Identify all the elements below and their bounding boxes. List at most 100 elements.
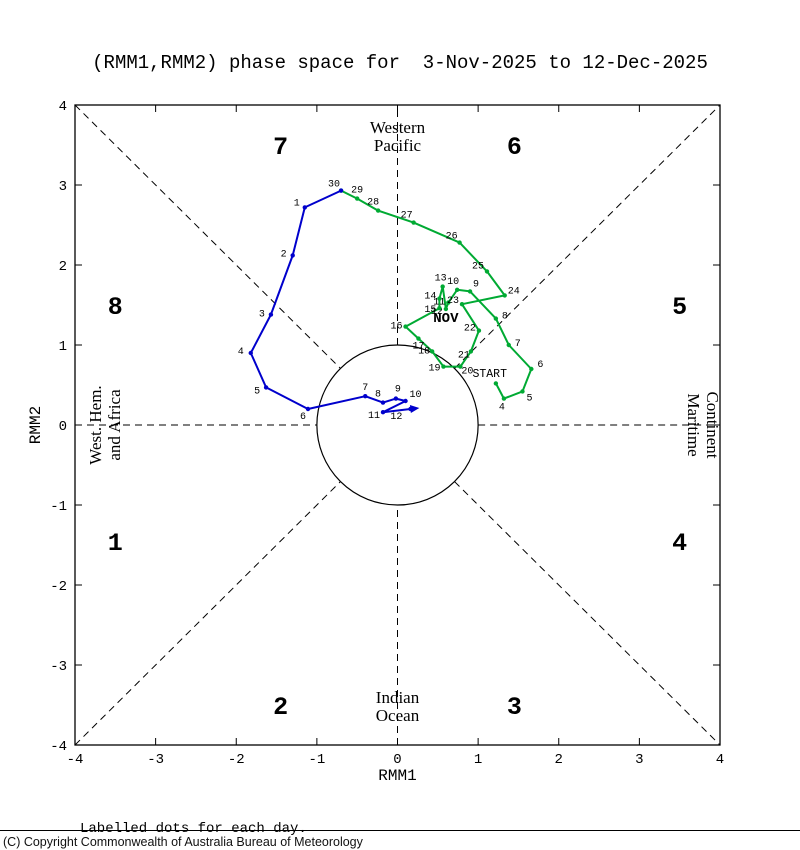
region-west-hem-africa-line2: and Africa — [105, 389, 124, 461]
day-dot — [457, 240, 462, 245]
trajectory-nov — [340, 189, 533, 400]
region-maritime-continent-line2: Continent — [703, 391, 722, 458]
y-tick-label: -2 — [50, 579, 67, 595]
day-dot — [302, 205, 307, 210]
region-indian-ocean: Indian — [376, 688, 420, 707]
day-dot — [502, 293, 507, 298]
day-label: 25 — [472, 261, 484, 272]
day-dot — [446, 300, 451, 305]
day-label: 6 — [300, 412, 306, 423]
phase-label-8: 8 — [108, 293, 123, 322]
day-dot — [441, 364, 446, 369]
region-indian-ocean-line2: Ocean — [376, 706, 420, 725]
y-tick-label: -4 — [50, 739, 67, 755]
phase-label-5: 5 — [672, 293, 687, 322]
copyright-notice: (C) Copyright Commonwealth of Australia … — [0, 830, 800, 850]
footer-notes: Labelled dots for each day. Blue line is… — [80, 779, 626, 850]
day-dot — [437, 306, 442, 311]
day-label: 9 — [395, 385, 401, 396]
day-label: 3 — [259, 310, 265, 321]
day-dot — [375, 208, 381, 213]
chart-title: (RMM1,RMM2) phase space for 3-Nov-2025 t… — [92, 52, 708, 74]
day-label: 4 — [499, 403, 505, 414]
day-dot — [443, 306, 449, 312]
day-label: 8 — [502, 312, 508, 323]
region-western-pacific: Western — [370, 118, 426, 137]
phase-label-3: 3 — [507, 693, 522, 722]
region-western-pacific-line2: Pacific — [374, 136, 422, 155]
y-tick-label: 1 — [59, 339, 67, 355]
day-dot — [467, 289, 473, 294]
day-dot — [290, 253, 295, 258]
day-dot — [380, 400, 386, 405]
day-label: 11 — [433, 298, 445, 309]
day-label: 7 — [362, 383, 368, 394]
day-dot — [484, 269, 490, 274]
day-label: 15 — [424, 305, 436, 316]
phase-divider — [74, 104, 341, 369]
x-tick-label: 1 — [474, 752, 482, 768]
day-label: 7 — [515, 339, 521, 350]
phase-label-2: 2 — [273, 693, 288, 722]
x-tick-label: -3 — [147, 752, 164, 768]
x-tick-label: -2 — [228, 752, 245, 768]
phase-divider — [74, 481, 341, 746]
day-dot — [459, 302, 465, 307]
region-maritime-continent: Maritime — [684, 393, 703, 456]
day-label: 10 — [447, 277, 459, 288]
day-dot — [493, 381, 499, 386]
day-label: 22 — [464, 324, 476, 335]
day-label: 20 — [461, 367, 473, 378]
day-dot — [393, 396, 399, 401]
phase-label-7: 7 — [273, 133, 288, 162]
day-label: 13 — [435, 274, 447, 285]
day-label: 23 — [447, 296, 459, 307]
day-label: 11 — [368, 411, 380, 422]
day-dot — [411, 220, 416, 225]
day-label: 26 — [446, 232, 458, 243]
annotation-start: START — [472, 368, 507, 381]
day-dot — [338, 188, 344, 193]
day-label: 5 — [526, 393, 532, 404]
day-dot — [440, 284, 445, 289]
phase-label-4: 4 — [672, 529, 687, 558]
day-dot — [354, 196, 360, 201]
day-label: 18 — [418, 346, 430, 357]
day-label: 12 — [431, 307, 443, 318]
day-label: 28 — [367, 198, 379, 209]
region-west-hem-africa: West. Hem. — [86, 385, 105, 464]
x-tick-label: 3 — [635, 752, 643, 768]
day-dot — [437, 296, 442, 301]
day-dot — [380, 410, 386, 415]
day-label: 4 — [238, 347, 244, 358]
x-tick-label: -4 — [67, 752, 84, 768]
phase-label-6: 6 — [507, 133, 522, 162]
day-label: 21 — [458, 350, 470, 361]
x-tick-label: 0 — [393, 752, 401, 768]
day-dot — [248, 350, 253, 356]
day-label: 6 — [537, 360, 543, 371]
day-label: 17 — [412, 342, 424, 353]
day-label: 9 — [473, 279, 479, 290]
trajectory-arrow — [409, 405, 420, 413]
day-dot — [458, 364, 463, 369]
y-tick-label: -1 — [50, 499, 67, 515]
day-label: 2 — [281, 249, 287, 260]
x-tick-label: 2 — [555, 752, 563, 768]
day-dot — [493, 316, 499, 321]
phase-divider — [454, 104, 721, 369]
day-label: 16 — [391, 322, 403, 333]
day-dot — [263, 385, 269, 390]
day-dot — [501, 396, 507, 401]
x-tick-label: 4 — [716, 752, 724, 768]
y-tick-label: 2 — [59, 259, 67, 275]
day-dot — [363, 394, 368, 399]
day-dot — [520, 389, 525, 394]
day-dot — [305, 406, 311, 412]
day-dot — [468, 349, 474, 354]
day-dot — [429, 349, 435, 354]
day-label: 12 — [390, 412, 402, 423]
trajectory-dec — [249, 189, 412, 414]
